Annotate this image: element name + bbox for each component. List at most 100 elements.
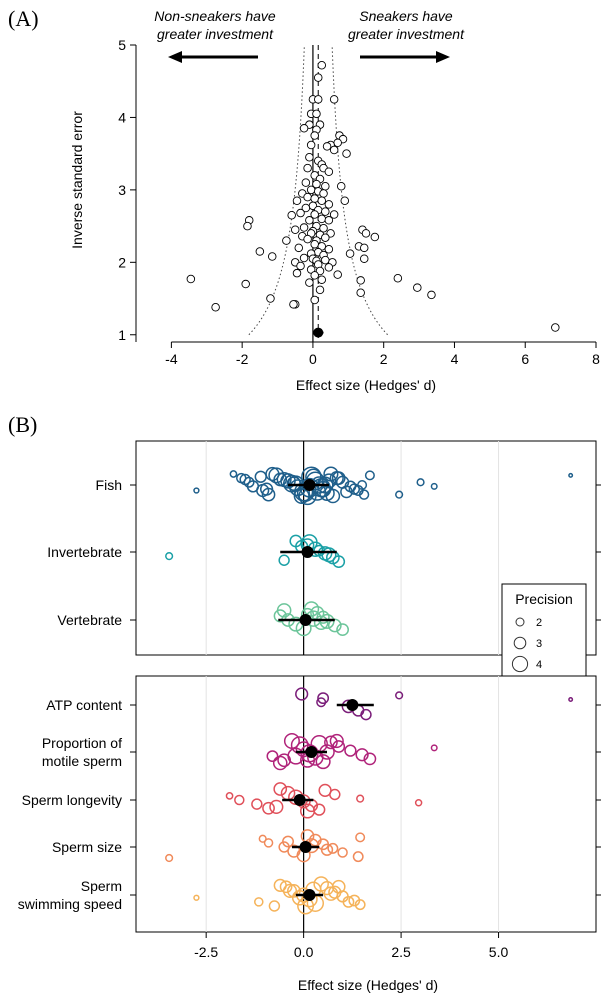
estimate-point [305, 746, 318, 758]
data-point [293, 488, 310, 504]
data-point [263, 838, 274, 848]
data-point [305, 216, 314, 225]
data-point [310, 271, 319, 280]
data-point [301, 203, 311, 213]
data-point [276, 603, 292, 618]
data-point [296, 261, 305, 271]
data-point [306, 140, 316, 150]
data-point [315, 285, 325, 295]
data-point [356, 794, 365, 803]
data-point [359, 243, 369, 253]
data-point [269, 799, 284, 814]
y-tick-label: 3 [118, 182, 126, 198]
funnel-plot: Non-sneakers have greater investment Sne… [69, 8, 600, 393]
data-point [287, 210, 296, 220]
data-point [234, 794, 245, 806]
data-point [321, 255, 330, 265]
data-point [329, 95, 339, 104]
category-label: Sperm longevity [22, 792, 122, 808]
data-point [359, 254, 369, 263]
data-point [333, 138, 342, 148]
estimate-point [299, 841, 312, 853]
data-point [229, 470, 238, 478]
legend-marker [515, 617, 525, 627]
data-point [193, 894, 200, 901]
data-point [225, 792, 234, 800]
data-point [355, 832, 366, 843]
data-point [313, 73, 323, 82]
estimate-point [303, 479, 316, 491]
data-point [413, 283, 422, 292]
data-point [211, 302, 220, 312]
data-point [279, 880, 293, 894]
data-point [313, 95, 323, 104]
data-point [344, 744, 357, 757]
legend-marker [513, 636, 527, 650]
estimate-point [299, 614, 312, 626]
funnel-right-curve [331, 44, 388, 336]
data-point [336, 182, 346, 191]
data-point [313, 615, 329, 631]
data-point [357, 479, 368, 491]
data-point [268, 900, 281, 912]
data-point [427, 290, 436, 300]
data-point [186, 274, 196, 284]
data-point [568, 697, 574, 702]
data-point [301, 178, 311, 187]
data-point [342, 895, 355, 908]
data-point [329, 733, 344, 749]
category-label: Sperm [81, 878, 122, 894]
data-point [290, 225, 300, 234]
x-tick-label: 5.0 [489, 944, 509, 960]
data-point [165, 853, 174, 863]
data-point [551, 323, 560, 332]
data-point [336, 623, 350, 637]
data-point [243, 221, 252, 231]
data-point [321, 473, 337, 489]
data-point [292, 268, 302, 278]
data-point [266, 750, 279, 763]
data-point [292, 196, 302, 205]
data-point [310, 194, 319, 203]
data-point [370, 232, 380, 242]
data-point [282, 835, 294, 848]
legend: Precision 2 3 4 [501, 583, 587, 677]
forest-plot: Effect size (Hedges' d) Fish Invertebrate… [18, 440, 601, 993]
data-point [361, 229, 371, 238]
data-point [329, 145, 339, 155]
data-point [333, 270, 342, 279]
data-point [363, 752, 377, 766]
data-point [193, 487, 200, 494]
data-point [310, 295, 319, 305]
legend-box [501, 583, 587, 677]
data-point [337, 847, 348, 858]
data-point [296, 208, 305, 218]
x-tick-label: 0 [309, 351, 317, 367]
data-point [317, 61, 327, 70]
y-tick-label: 4 [118, 109, 126, 125]
data-point [299, 124, 309, 133]
data-point [395, 490, 404, 499]
data-point [329, 788, 341, 801]
data-point [316, 697, 327, 708]
data-point [395, 691, 404, 700]
data-point [241, 279, 250, 289]
data-point [568, 472, 574, 478]
data-point [364, 470, 375, 481]
category-label: Fish [96, 477, 122, 493]
data-point [321, 182, 330, 191]
data-point [299, 253, 309, 263]
data-point [239, 473, 251, 486]
data-point [324, 263, 334, 272]
estimate-point [293, 794, 306, 806]
data-point [261, 487, 276, 502]
legend-entry-label: 2 [536, 617, 542, 629]
data-point [282, 883, 298, 898]
data-point [317, 196, 327, 205]
funnel-left-curve [248, 44, 305, 336]
data-point [321, 233, 330, 242]
data-point [324, 216, 334, 225]
data-point [299, 223, 309, 232]
data-point [303, 163, 312, 173]
data-point [262, 801, 275, 815]
